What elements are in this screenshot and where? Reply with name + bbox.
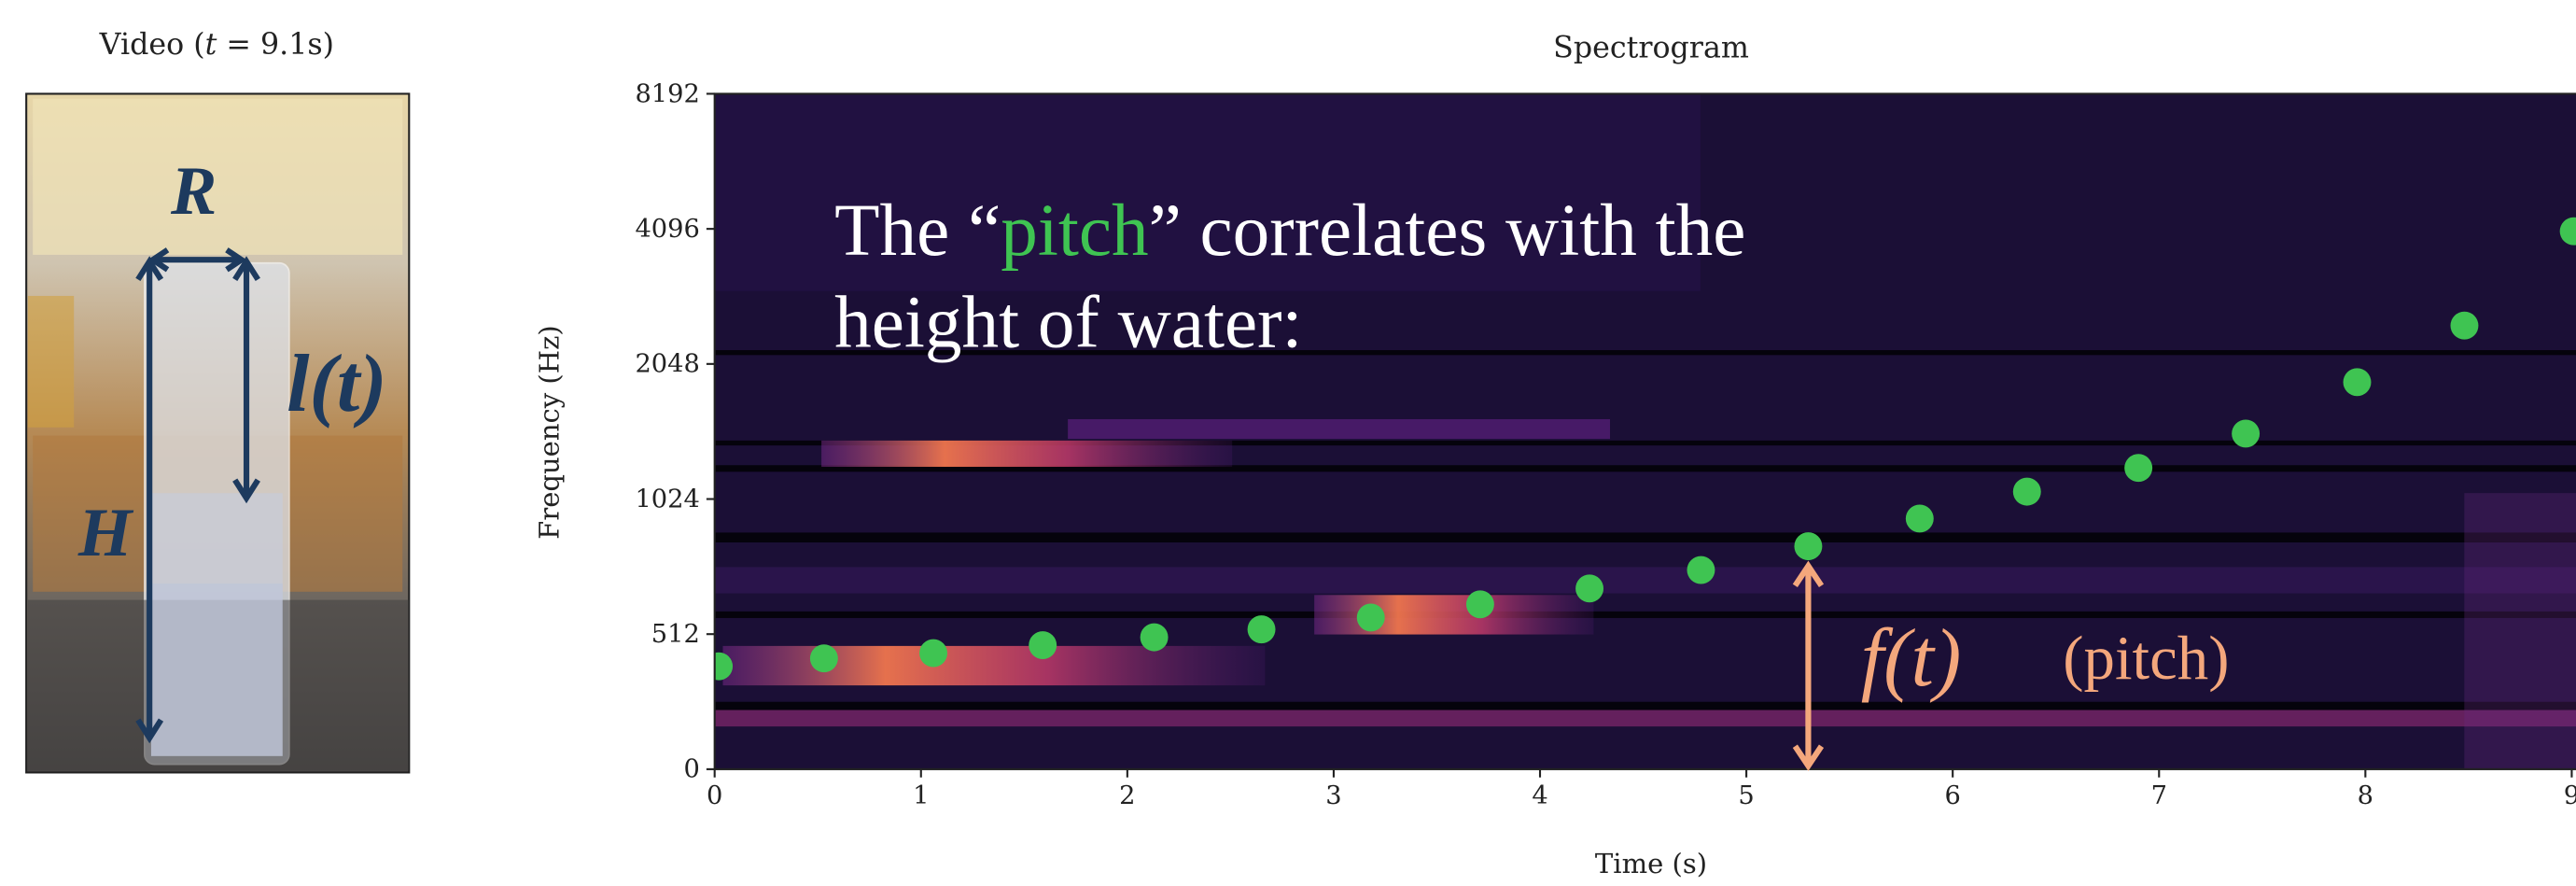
pitch-point xyxy=(2450,311,2479,340)
arrow-head xyxy=(1792,744,1825,771)
x-tick-label: 3 xyxy=(1325,781,1341,810)
annotation-line: height of water: xyxy=(834,282,1302,364)
video-title: Video (t = 9.1s) xyxy=(99,28,334,62)
arrow-head xyxy=(1792,560,1825,588)
pitch-label: f(t) xyxy=(1861,613,1962,704)
pitch-point xyxy=(809,644,838,673)
pitch-point xyxy=(2124,454,2153,483)
y-tick-label: 512 xyxy=(651,620,700,649)
pitch-point xyxy=(1029,631,1057,660)
pitch-point xyxy=(1140,623,1169,652)
level-label: l(t) xyxy=(287,339,387,429)
spectrogram xyxy=(714,93,2576,769)
pitch-point xyxy=(2559,217,2576,246)
x-tick-label: 8 xyxy=(2358,781,2373,810)
video-frame xyxy=(25,92,411,774)
pitch-arrow xyxy=(1792,560,1825,771)
y-axis-label: Frequency (Hz) xyxy=(533,325,565,540)
annotation-part: pitch xyxy=(1001,190,1148,272)
pitch-note: (pitch) xyxy=(2063,624,2229,693)
title-part: t xyxy=(205,28,217,62)
pitch-point xyxy=(2343,368,2372,397)
pitch-point xyxy=(1575,574,1604,603)
y-tick-label: 8192 xyxy=(635,79,699,108)
video-arrows xyxy=(135,247,260,744)
pitch-point xyxy=(2232,419,2261,448)
pitch-point xyxy=(919,639,947,668)
pitch-point xyxy=(714,652,734,681)
x-tick-label: 0 xyxy=(707,781,722,810)
y-tick-label: 4096 xyxy=(635,215,699,244)
chart-title: Spectrogram xyxy=(1553,32,1749,65)
height-label: H xyxy=(77,494,134,570)
x-tick-label: 2 xyxy=(1119,781,1135,810)
y-tick-label: 2048 xyxy=(635,350,699,379)
pitch-point xyxy=(1356,603,1385,632)
annotation-line: The “pitch” correlates with the xyxy=(834,190,1745,272)
x-tick-label: 6 xyxy=(1944,781,1960,810)
y-tick-label: 0 xyxy=(683,755,699,784)
title-part: = 9.1s) xyxy=(217,28,334,62)
pitch-point xyxy=(2012,477,2041,506)
plot-frame xyxy=(713,92,2576,770)
pitch-point xyxy=(1687,556,1715,584)
x-tick-label: 5 xyxy=(1738,781,1754,810)
x-tick-label: 7 xyxy=(2151,781,2167,810)
y-tick-label: 1024 xyxy=(635,485,699,513)
annotation-part: The “ xyxy=(834,190,1001,272)
radius-label: R xyxy=(170,152,217,229)
x-tick-label: 1 xyxy=(913,781,929,810)
title-part: Video ( xyxy=(99,28,205,62)
x-tick-label: 4 xyxy=(1532,781,1547,810)
x-axis-label: Time (s) xyxy=(1595,848,1707,879)
pitch-point xyxy=(1465,590,1494,619)
pitch-point xyxy=(1905,504,1934,533)
x-tick-label: 9 xyxy=(2564,781,2576,810)
pitch-point xyxy=(1794,532,1823,561)
pitch-point xyxy=(1247,615,1276,644)
annotation-part: ” correlates with the xyxy=(1149,190,1746,272)
